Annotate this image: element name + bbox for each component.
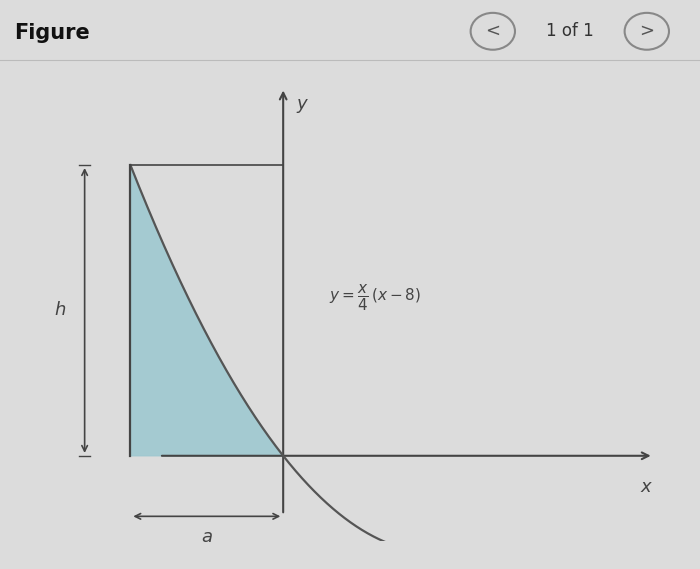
Text: <: < [485,22,500,40]
Text: x: x [640,477,651,496]
Text: >: > [639,22,654,40]
Text: h: h [54,302,66,319]
Text: y: y [297,96,307,113]
Text: $y = \dfrac{x}{4}\,(x - 8)$: $y = \dfrac{x}{4}\,(x - 8)$ [329,283,421,314]
Text: Figure: Figure [14,23,90,43]
Text: a: a [202,529,212,546]
Text: 1 of 1: 1 of 1 [546,22,594,40]
Polygon shape [130,165,284,456]
